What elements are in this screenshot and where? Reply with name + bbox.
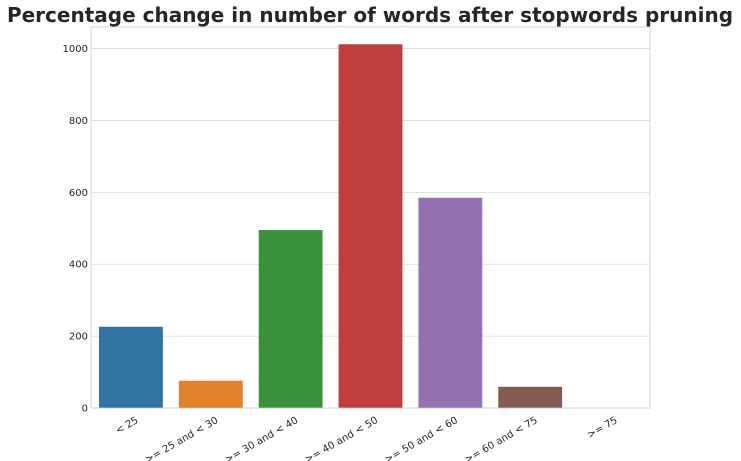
chart-title: Percentage change in number of words aft… [7, 3, 733, 27]
x-tick-label: >= 30 and < 40 [224, 415, 301, 461]
bar [258, 230, 323, 408]
x-tick-label: >= 25 and < 30 [144, 415, 221, 461]
y-tick-label: 400 [69, 260, 88, 271]
y-tick-label: 1000 [63, 44, 88, 55]
y-tick-label: 200 [69, 332, 88, 343]
y-axis-ticks: 0 200 400 600 800 1000 [63, 44, 88, 414]
x-tick-label: >= 50 and < 60 [383, 415, 460, 461]
x-tick-label: >= 75 [586, 415, 620, 441]
x-axis-ticks: < 25 >= 25 and < 30 >= 30 and < 40 >= 40 an… [114, 415, 620, 461]
y-tick-label: 600 [69, 188, 88, 199]
bar [418, 197, 483, 408]
y-tick-label: 800 [69, 116, 88, 127]
bar [178, 380, 243, 408]
plot-frame [90, 26, 651, 409]
y-tick-label: 0 [82, 404, 88, 415]
bar [338, 44, 403, 408]
x-tick-label: < 25 [114, 415, 141, 437]
bar [98, 326, 163, 408]
x-tick-label: >= 60 and < 75 [463, 415, 540, 461]
bars [98, 44, 563, 408]
x-tick-label: >= 40 and < 50 [303, 415, 380, 461]
bar [498, 386, 563, 408]
